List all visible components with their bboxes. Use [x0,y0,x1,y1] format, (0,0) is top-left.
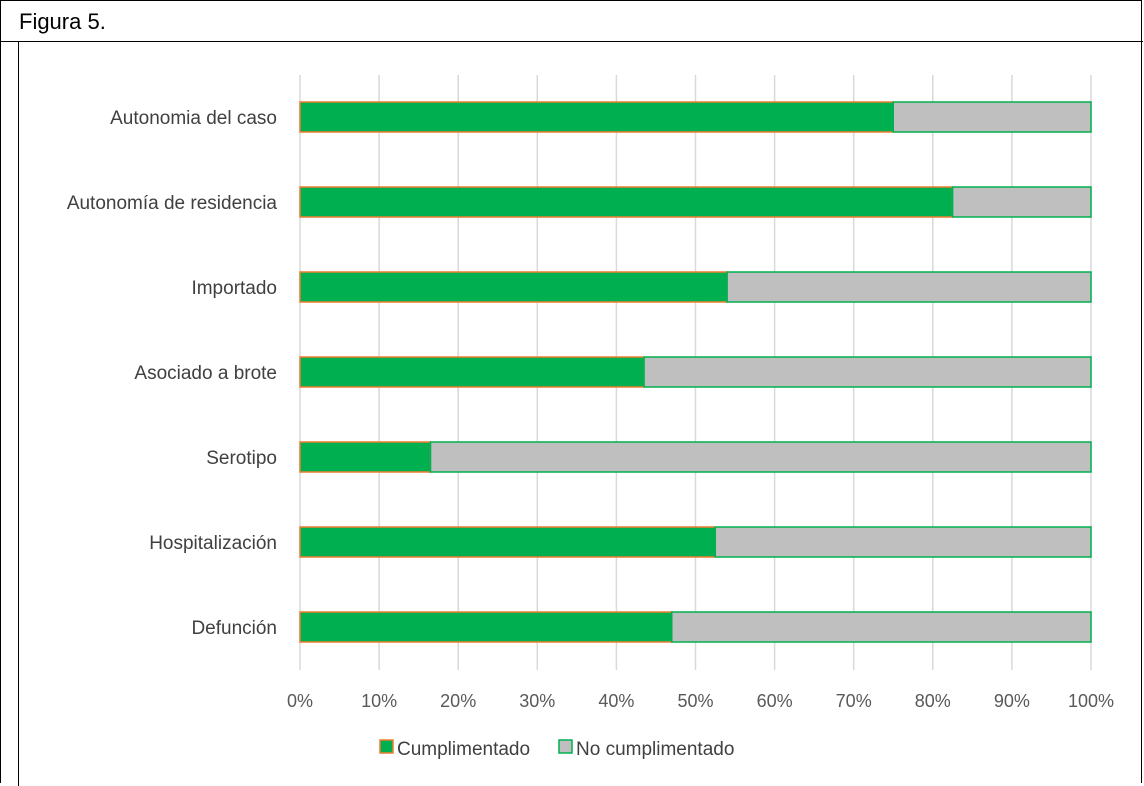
x-tick-label: 60% [757,691,793,711]
category-label: Asociado a brote [134,363,277,384]
bar-segment-cumplimentado [299,186,954,218]
legend-label-cumplimentado: Cumplimentado [397,739,530,760]
left-border [18,42,19,786]
x-tick-label: 80% [915,691,951,711]
bar-segment-no-cumplimentado [429,441,1092,473]
x-tick-label: 0% [287,691,313,711]
legend-swatch-cumplimentado [379,739,394,754]
category-label: Serotipo [206,448,277,469]
x-tick-labels: 0% 10% 20% 30% 40% 50% 60% 70% 80% 90% 100% [287,691,1114,711]
category-label: Hospitalización [149,533,277,554]
bar-segment-cumplimentado [299,271,728,303]
bar-segment-no-cumplimentado [643,356,1092,388]
category-label: Autonomía de residencia [67,193,278,214]
x-tick-label: 70% [836,691,872,711]
legend: Cumplimentado No cumplimentado [379,739,734,760]
bars [299,101,1092,643]
x-tick-label: 90% [994,691,1030,711]
figure-title: Figura 5. [19,9,106,34]
figure-title-bar: Figura 5. [1,1,1143,42]
category-labels: Autonomia del caso Autonomía de residenci… [67,108,278,639]
x-tick-label: 20% [440,691,476,711]
legend-label-no-cumplimentado: No cumplimentado [576,739,734,760]
bar-segment-cumplimentado [299,611,673,643]
bar-segment-no-cumplimentado [714,526,1092,558]
bar-segment-cumplimentado [299,356,645,388]
x-tick-label: 10% [361,691,397,711]
x-tick-label: 100% [1068,691,1114,711]
category-label: Autonomia del caso [110,108,277,129]
x-tick-label: 40% [598,691,634,711]
legend-swatch-no-cumplimentado [558,739,573,754]
bar-segment-no-cumplimentado [892,101,1092,133]
bar-segment-cumplimentado [299,526,717,558]
bar-segment-no-cumplimentado [671,611,1092,643]
category-label: Defunción [191,618,277,639]
bar-segment-no-cumplimentado [726,271,1092,303]
bar-segment-cumplimentado [299,441,432,473]
x-tick-label: 30% [519,691,555,711]
bar-segment-no-cumplimentado [951,186,1092,218]
x-tick-label: 50% [677,691,713,711]
bar-segment-cumplimentado [299,101,894,133]
category-label: Importado [191,278,277,299]
